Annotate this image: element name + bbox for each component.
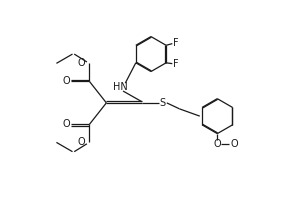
Text: S: S <box>160 98 166 108</box>
Text: O: O <box>78 58 86 68</box>
Text: O: O <box>231 139 239 149</box>
Text: F: F <box>173 59 179 69</box>
Text: F: F <box>173 38 179 48</box>
Text: O: O <box>78 137 86 147</box>
Text: O: O <box>63 76 70 86</box>
Text: O: O <box>213 139 221 149</box>
Text: O: O <box>63 119 70 129</box>
Text: HN: HN <box>113 82 128 92</box>
